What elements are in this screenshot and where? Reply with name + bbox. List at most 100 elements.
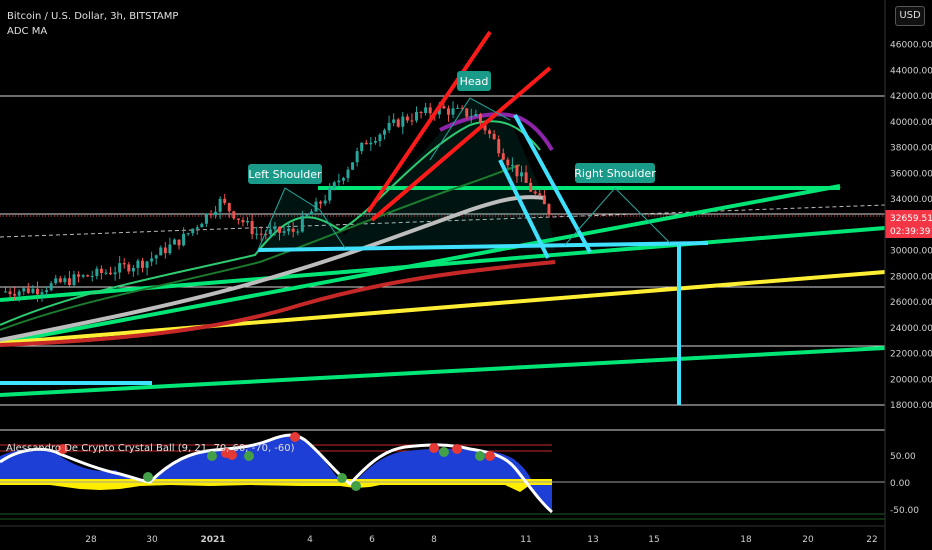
candle-body <box>177 239 181 246</box>
oscillator-dot-green <box>475 451 485 461</box>
candle-body <box>26 288 30 293</box>
candle-body <box>118 263 122 273</box>
time-tick-label: 22 <box>866 535 877 545</box>
pattern-outline <box>257 187 346 251</box>
candle-body <box>40 292 44 295</box>
oscillator-dot-red <box>452 444 462 454</box>
candle-body <box>337 180 341 183</box>
red-line-upper <box>366 30 492 214</box>
candle-body <box>259 233 263 235</box>
candle-body <box>465 108 469 117</box>
candle-body <box>35 288 39 295</box>
candle-body <box>77 274 81 277</box>
candle-body <box>246 221 250 223</box>
annotation-left-shoulder[interactable]: Left Shoulder <box>248 164 322 184</box>
candle-body <box>204 213 208 224</box>
candle-body <box>200 223 204 228</box>
candle-body <box>172 239 176 245</box>
resistance-lines <box>366 30 552 222</box>
candlesticks <box>4 101 551 302</box>
time-tick-label: 11 <box>520 535 531 545</box>
time-tick-label: 28 <box>85 535 97 545</box>
oscillator-dot-red <box>227 450 237 460</box>
ma-red-200 <box>0 260 556 347</box>
candle-body <box>241 219 245 223</box>
candle-body <box>547 204 551 215</box>
candle-body <box>373 141 377 143</box>
candle-body <box>67 278 71 285</box>
time-tick-label: 2021 <box>200 535 225 545</box>
candle-body <box>49 283 53 291</box>
candle-body <box>287 228 291 232</box>
price-tick-label: 42000.00 <box>890 92 932 102</box>
annotation-right-shoulder[interactable]: Right Shoulder <box>574 163 656 183</box>
oscillator-dot-red <box>290 432 300 442</box>
currency-button[interactable]: USD <box>895 6 925 26</box>
candle-body <box>72 274 76 285</box>
oscillator-axis: 50.00 0.00 -50.00 <box>890 452 919 516</box>
symbol-title: Bitcoin / U.S. Dollar, 3h, BITSTAMP <box>7 11 178 22</box>
cyan-drop-2 <box>513 114 592 253</box>
time-axis[interactable]: 28 30 2021 4 6 8 11 13 15 18 20 22 <box>0 0 886 550</box>
candle-body <box>332 182 336 188</box>
candle-body <box>478 113 482 123</box>
price-tick-label: 24000.00 <box>890 324 932 334</box>
neckline <box>257 241 709 252</box>
oscillator-dot-red <box>485 451 495 461</box>
candle-body <box>282 231 286 233</box>
annotation-right-shoulder-text: Right Shoulder <box>574 167 656 180</box>
candle-body <box>355 151 359 163</box>
oscillator-dot-green <box>351 481 361 491</box>
candle-body <box>497 139 501 154</box>
oscillator-dot-red <box>429 443 439 453</box>
price-tick-label: 38000.00 <box>890 144 932 154</box>
candle-body <box>291 228 295 232</box>
candle-body <box>182 233 186 246</box>
price-tick-label: 34000.00 <box>890 195 932 205</box>
candle-body <box>54 278 58 284</box>
candle-body <box>474 113 478 117</box>
oscillator-dot-green <box>143 472 153 482</box>
candle-body <box>483 122 487 131</box>
candle-body <box>109 272 113 275</box>
candle-body <box>145 261 149 268</box>
candle-body <box>309 211 313 215</box>
price-axis[interactable]: 46000.00 44000.00 42000.00 40000.00 38000.00… <box>890 41 932 412</box>
oscillator-dot-green <box>244 451 254 461</box>
current-price-text: 32659.51 <box>890 214 932 224</box>
candle-body <box>218 198 222 212</box>
candle-body <box>136 260 140 268</box>
candle-body <box>506 159 510 166</box>
candle-body <box>95 268 99 276</box>
candle-body <box>209 213 213 216</box>
oscillator-signal-line <box>0 433 553 514</box>
annotation-head[interactable]: Head <box>457 71 491 91</box>
candle-body <box>323 200 327 204</box>
candle-body <box>424 107 428 114</box>
candle-body <box>529 182 533 192</box>
price-tick-label: 30000.00 <box>890 247 932 257</box>
candle-body <box>515 164 519 177</box>
candle-body <box>81 275 85 277</box>
candle-body <box>150 258 154 262</box>
candle-body <box>469 116 473 118</box>
candle-body <box>268 229 272 235</box>
candle-body <box>90 275 94 277</box>
candle-body <box>232 211 236 219</box>
price-tick-label: 18000.00 <box>890 401 932 411</box>
indicator-label: ADC MA <box>7 26 47 37</box>
candle-body <box>538 193 542 196</box>
green-trendline-lower <box>0 346 886 397</box>
oscillator-dots <box>58 432 495 491</box>
candle-body <box>227 203 231 212</box>
current-price-tag: 32659.51 02:39:39 <box>885 210 932 238</box>
oscillator-blue-area <box>0 448 148 482</box>
candle-body <box>405 116 409 121</box>
candle-body <box>195 227 199 229</box>
oscillator-panel[interactable]: Alessandro De Crypto Crystal Ball (9, 21… <box>0 432 885 520</box>
candle-body <box>131 267 135 272</box>
candle-body <box>22 288 26 292</box>
candle-body <box>460 107 464 109</box>
annotation-head-text: Head <box>460 75 489 88</box>
